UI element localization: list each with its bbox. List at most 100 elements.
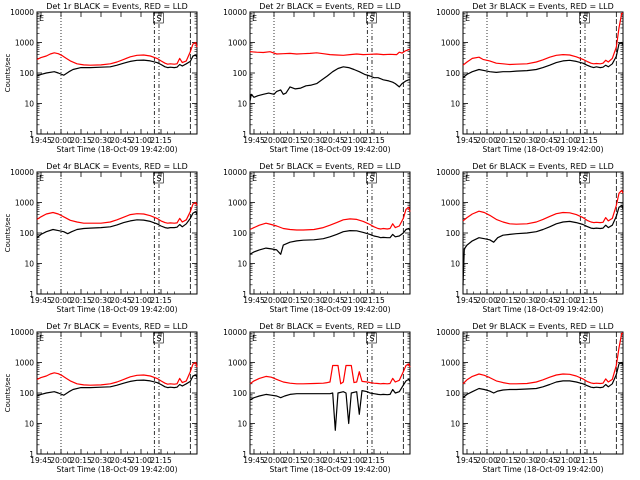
legend-box: [366, 332, 377, 344]
x-tick-label: 21:00: [556, 296, 578, 305]
x-tick-label: 21:15: [150, 296, 172, 305]
series-line-lld: [462, 189, 624, 225]
legend-letter-s: S: [582, 174, 587, 183]
legend-letter-s: S: [582, 334, 587, 343]
series-line-events: [249, 378, 411, 431]
x-tick-label: 20:45: [323, 296, 345, 305]
legend-box: [153, 12, 164, 24]
y-tick-label: 1000: [228, 39, 247, 48]
y-tick-label: 1000: [441, 39, 460, 48]
panel-det-2: Det 2r BLACK = Events, RED = LLD 1 10 100 10…: [223, 2, 411, 154]
series-line-events: [462, 361, 624, 399]
panel-det-8: Det 8r BLACK = Events, RED = LLD 1 10 100 10…: [223, 322, 411, 474]
legend-letter-e: E: [252, 334, 257, 343]
y-tick-label: 100: [446, 229, 461, 238]
x-tick-label: 20:15: [496, 296, 518, 305]
panel-title: Det 2r BLACK = Events, RED = LLD: [259, 2, 401, 11]
panel-title: Det 6r BLACK = Events, RED = LLD: [472, 162, 614, 171]
legend-box: [153, 172, 164, 184]
legend-letter-s: S: [156, 334, 161, 343]
x-tick-label: 19:45: [456, 296, 478, 305]
x-tick-label: 20:30: [303, 136, 325, 145]
x-tick-label: 20:15: [283, 456, 305, 465]
legend-box: [366, 172, 377, 184]
y-tick-label: 100: [20, 229, 35, 238]
y-tick-label: 10: [450, 100, 460, 109]
x-tick-label: 20:00: [50, 456, 72, 465]
legend-letter-s: S: [369, 14, 374, 23]
x-tick-label: 20:45: [536, 296, 558, 305]
panel-det-4: Det 4r BLACK = Events, RED = LLD 1 10 100 10…: [4, 162, 198, 314]
x-tick-label: 20:30: [90, 136, 112, 145]
x-tick-label: 20:15: [70, 456, 92, 465]
panel-det-5: Det 5r BLACK = Events, RED = LLD 1 10 100 10…: [223, 162, 411, 314]
panel-title: Det 9r BLACK = Events, RED = LLD: [472, 322, 614, 331]
x-axis-label: Start Time (18-Oct-09 19:42:00): [56, 145, 177, 154]
y-tick-label: 10: [24, 420, 34, 429]
legend-box: [579, 332, 590, 344]
x-tick-label: 20:00: [263, 296, 285, 305]
x-tick-label: 20:15: [70, 136, 92, 145]
x-tick-label: 20:45: [110, 456, 132, 465]
y-tick-label: 10000: [223, 8, 247, 17]
y-tick-label: 1000: [441, 359, 460, 368]
x-tick-label: 19:45: [30, 136, 52, 145]
y-tick-label: 1: [29, 290, 34, 299]
series-line-lld: [249, 48, 411, 56]
x-tick-label: 19:45: [30, 456, 52, 465]
panel-det-1: Det 1r BLACK = Events, RED = LLD 1 10 100 10…: [4, 2, 198, 154]
x-axis-label: Start Time (18-Oct-09 19:42:00): [482, 305, 603, 314]
legend-letter-e: E: [465, 174, 470, 183]
legend-letter-e: E: [252, 14, 257, 23]
legend-box: [579, 172, 590, 184]
legend-box: [153, 332, 164, 344]
x-tick-label: 21:15: [363, 296, 385, 305]
y-tick-label: 1: [455, 290, 460, 299]
x-tick-label: 20:30: [303, 296, 325, 305]
y-tick-label: 100: [446, 69, 461, 78]
x-axis-label: Start Time (18-Oct-09 19:42:00): [269, 465, 390, 474]
y-tick-label: 10000: [223, 168, 247, 177]
x-tick-label: 19:45: [456, 136, 478, 145]
x-tick-label: 20:45: [536, 456, 558, 465]
x-tick-label: 20:00: [263, 136, 285, 145]
x-tick-label: 21:00: [130, 296, 152, 305]
x-axis-label: Start Time (18-Oct-09 19:42:00): [269, 145, 390, 154]
legend-letter-e: E: [252, 174, 257, 183]
y-tick-label: 10000: [436, 328, 460, 337]
x-tick-label: 21:15: [363, 456, 385, 465]
legend-letter-s: S: [369, 334, 374, 343]
panel-det-9: Det 9r BLACK = Events, RED = LLD 1 10 100 10…: [436, 322, 624, 474]
y-tick-label: 1000: [441, 199, 460, 208]
x-tick-label: 21:00: [343, 136, 365, 145]
x-tick-label: 20:15: [496, 456, 518, 465]
x-axis-label: Start Time (18-Oct-09 19:42:00): [482, 465, 603, 474]
panel-det-7: Det 7r BLACK = Events, RED = LLD 1 10 100 10…: [4, 322, 198, 474]
series-line-events: [36, 54, 198, 77]
y-tick-label: 10: [237, 100, 247, 109]
legend-box: [579, 12, 590, 24]
x-tick-label: 20:30: [516, 296, 538, 305]
y-tick-label: 1000: [228, 199, 247, 208]
x-tick-label: 21:00: [130, 136, 152, 145]
legend-letter-e: E: [39, 14, 44, 23]
x-tick-label: 20:45: [323, 136, 345, 145]
panel-title: Det 3r BLACK = Events, RED = LLD: [472, 2, 614, 11]
panel-title: Det 8r BLACK = Events, RED = LLD: [259, 322, 401, 331]
legend-box: [366, 12, 377, 24]
x-tick-label: 21:15: [576, 296, 598, 305]
series-line-events: [462, 41, 624, 79]
y-tick-label: 10000: [10, 168, 34, 177]
series-line-events: [249, 66, 410, 102]
x-tick-label: 20:15: [283, 296, 305, 305]
x-tick-label: 20:45: [110, 296, 132, 305]
x-tick-label: 20:30: [516, 136, 538, 145]
x-tick-label: 21:15: [576, 456, 598, 465]
legend-letter-e: E: [39, 174, 44, 183]
series-line-lld: [36, 361, 198, 386]
y-tick-label: 1: [242, 130, 247, 139]
x-tick-label: 19:45: [243, 136, 265, 145]
y-tick-label: 100: [446, 389, 461, 398]
x-tick-label: 20:30: [516, 456, 538, 465]
x-tick-label: 20:30: [90, 296, 112, 305]
